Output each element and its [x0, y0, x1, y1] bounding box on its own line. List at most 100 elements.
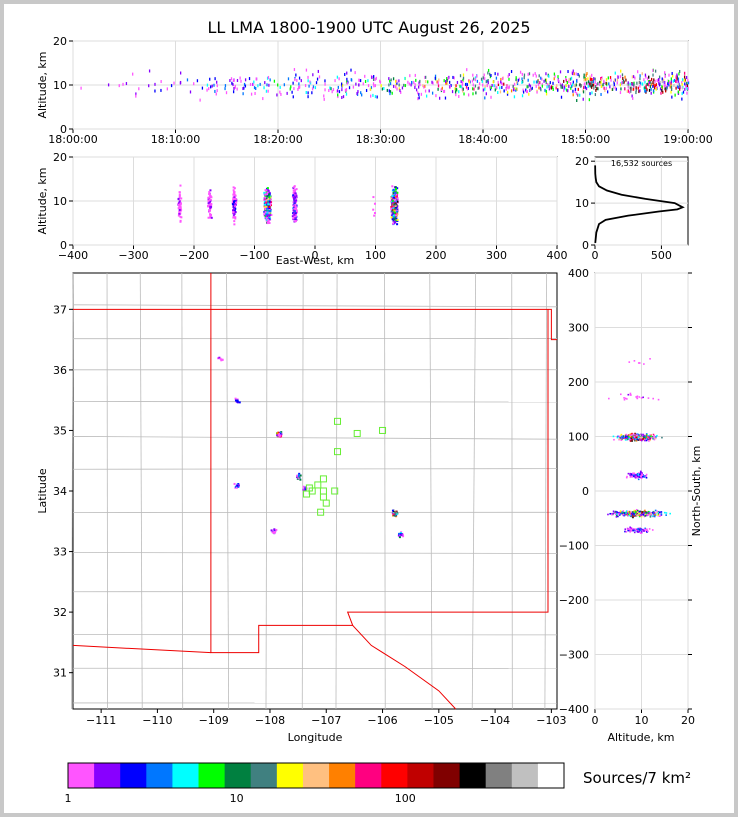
altitude-ns-source — [641, 473, 644, 476]
ew-altitude-source — [293, 202, 296, 205]
altitude-ns-source — [634, 434, 637, 437]
county-line — [72, 436, 558, 440]
time-altitude-source — [487, 71, 489, 75]
time-altitude-source — [548, 87, 551, 91]
time-altitude-source — [664, 75, 666, 79]
time-altitude-source — [552, 81, 554, 85]
altitude-ns-source — [631, 432, 633, 435]
altitude-ns-source — [634, 475, 636, 478]
time-altitude-source — [454, 87, 456, 91]
altitude-ns-source — [631, 513, 634, 516]
altitude-ns-source — [645, 476, 648, 479]
ew-altitude-source — [234, 211, 237, 214]
time-altitude-source — [577, 72, 579, 76]
time-altitude-source — [503, 82, 505, 86]
time-altitude-source — [252, 82, 254, 86]
time-altitude-source — [512, 88, 515, 92]
altitude-ns-source — [631, 436, 634, 439]
altitude-ns-source — [645, 514, 648, 517]
time-altitude-source — [644, 86, 646, 90]
time-altitude-source — [673, 78, 676, 82]
ew-altitude-source — [232, 189, 235, 192]
plan-view-source — [236, 400, 239, 403]
time-altitude-source — [173, 81, 175, 85]
lma-stations — [303, 417, 387, 516]
time-altitude-source — [415, 88, 418, 92]
colorbar-frame — [67, 762, 565, 789]
time-altitude-source — [582, 90, 585, 94]
time-altitude-source — [521, 72, 523, 76]
ew-altitude-source — [394, 214, 397, 217]
time-altitude-source — [643, 78, 645, 82]
time-altitude-source — [309, 80, 311, 84]
colorbar — [68, 763, 565, 788]
time-altitude-source — [599, 83, 601, 87]
time-altitude-source — [358, 78, 360, 82]
altitude-ns-source — [656, 512, 658, 514]
time-altitude-source — [679, 84, 681, 88]
time-altitude-source — [419, 83, 421, 87]
altitude-ns-source — [627, 472, 630, 475]
plan-view-source — [394, 511, 397, 514]
time-altitude-source — [507, 74, 509, 78]
time-altitude-source — [582, 97, 584, 101]
plan-view-source — [217, 357, 220, 360]
ew-altitude-source — [266, 211, 269, 214]
altitude-ns-source — [618, 438, 621, 441]
time-altitude-source — [390, 78, 392, 82]
time-altitude-source — [591, 81, 593, 85]
ew-altitude-source — [390, 211, 393, 214]
time-altitude-source — [633, 83, 635, 87]
time-altitude-source — [584, 82, 586, 86]
altitude-ns-source — [653, 438, 656, 441]
time-altitude-source — [654, 69, 657, 73]
altitude-ns-source — [644, 475, 647, 477]
altitude-ns-source — [645, 528, 648, 531]
time-altitude-source — [417, 85, 420, 89]
time-altitude-source — [446, 81, 448, 85]
time-altitude-source — [267, 75, 270, 79]
time-altitude-source — [597, 82, 599, 86]
time-altitude-source — [341, 83, 344, 87]
time-altitude-source — [538, 86, 540, 90]
ew-altitude-source — [234, 207, 237, 210]
ew-altitude-source — [264, 199, 267, 202]
time-altitude-source — [474, 76, 477, 80]
altitude-ns-source — [644, 434, 647, 437]
time-altitude-source — [324, 82, 326, 86]
altitude-ns-source — [639, 470, 642, 473]
altitude-ns-source — [616, 513, 618, 515]
time-altitude-source — [605, 78, 608, 82]
time-altitude-source — [398, 79, 400, 83]
altitude-ns-source — [657, 398, 660, 401]
time-altitude-source — [466, 83, 468, 87]
time-altitude-source — [605, 86, 607, 90]
time-altitude-xtick-label: 18:30:00 — [356, 133, 405, 146]
time-altitude-source — [461, 82, 464, 86]
ew-altitude-source — [269, 202, 272, 205]
time-altitude-source — [316, 77, 319, 81]
time-altitude-source — [632, 96, 634, 100]
time-altitude-source — [670, 88, 673, 92]
colorbar-swatch — [224, 763, 252, 788]
ew-altitude-ytick-label: 0 — [60, 239, 67, 252]
time-altitude-source — [443, 89, 446, 93]
ew-altitude-source — [231, 203, 234, 206]
altitude-ns-source — [632, 472, 634, 475]
ew-altitude-source — [293, 213, 296, 216]
time-altitude-source — [571, 83, 574, 87]
time-altitude-source — [379, 80, 382, 84]
time-altitude-source — [557, 75, 559, 79]
time-altitude-source — [417, 97, 419, 101]
time-altitude-source — [659, 81, 661, 85]
altitude-ns-source — [651, 435, 654, 438]
ew-altitude-source — [207, 216, 210, 219]
time-altitude-source — [645, 75, 647, 79]
time-altitude-source — [243, 86, 245, 90]
time-altitude-source — [296, 79, 298, 83]
ew-altitude-source — [392, 206, 395, 209]
ew-altitude-source — [179, 203, 182, 206]
time-altitude-source — [472, 73, 474, 77]
time-altitude-source — [664, 71, 666, 75]
altitude-ns-source — [638, 529, 641, 532]
